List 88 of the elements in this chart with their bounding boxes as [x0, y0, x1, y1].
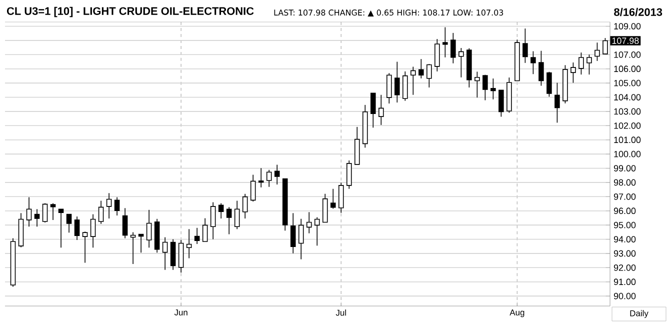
candlestick — [210, 202, 216, 240]
y-tick-label: 92.00 — [614, 264, 636, 271]
candlestick — [578, 52, 584, 75]
candlestick — [322, 193, 328, 223]
candlestick — [274, 164, 280, 185]
candlestick — [266, 169, 272, 188]
chart-title: CL U3=1 [10] - LIGHT CRUDE OIL-ELECTRONIC — [6, 6, 254, 18]
candlestick — [330, 188, 336, 210]
y-tick-label: 100.00 — [614, 150, 641, 158]
y-tick-label: 101.00 — [614, 136, 641, 144]
candlestick — [338, 182, 344, 214]
x-tick-label: Jul — [336, 310, 346, 316]
candlestick — [290, 212, 296, 254]
candlestick — [66, 214, 72, 233]
y-tick-label: 97.00 — [614, 193, 636, 200]
candlestick — [202, 218, 208, 242]
candlestick — [170, 238, 176, 270]
candlestick — [82, 231, 88, 264]
candlestick — [498, 90, 504, 118]
candlestick — [434, 38, 440, 72]
candlestick — [410, 66, 416, 96]
candlestick — [306, 212, 312, 234]
y-tick-label: 99.00 — [614, 165, 636, 172]
candlestick — [442, 26, 448, 58]
annotation: 107.98 — [612, 38, 639, 44]
candlestick — [570, 62, 576, 84]
candlestick — [226, 206, 232, 235]
candlestick — [386, 72, 392, 104]
y-tick-label: 90.00 — [614, 292, 636, 300]
candlestick — [258, 168, 264, 188]
candlestick — [394, 61, 400, 103]
candlestick — [426, 64, 432, 88]
candlestick — [586, 54, 592, 75]
candlestick — [242, 193, 248, 219]
candlestick — [594, 42, 600, 62]
candlestick — [370, 92, 376, 128]
candlestick — [530, 50, 536, 75]
candlestick — [218, 202, 224, 219]
y-tick-label: 106.00 — [614, 66, 641, 72]
candlestick — [250, 174, 256, 202]
candlestick — [194, 228, 200, 244]
candlestick — [474, 71, 480, 98]
candlestick — [34, 208, 40, 228]
candlestick — [74, 216, 80, 240]
candlestick — [458, 48, 464, 78]
candlestick — [98, 200, 104, 224]
y-tick-label: 98.00 — [614, 179, 636, 186]
y-tick-label: 109.00 — [614, 23, 641, 30]
candlestick — [538, 50, 544, 86]
candlestick — [234, 200, 240, 230]
y-tick-label: 103.00 — [614, 108, 641, 115]
y-tick-label: 94.00 — [614, 236, 636, 242]
y-tick-label: 102.00 — [614, 122, 641, 129]
candlestick — [146, 209, 152, 248]
candlestick — [162, 236, 168, 270]
candlestick — [122, 208, 128, 239]
candlestick — [402, 71, 408, 102]
x-tick-label: Jun — [174, 310, 188, 316]
y-tick-label: 107.00 — [614, 51, 641, 58]
candlestick — [418, 58, 424, 79]
y-tick-label: 95.00 — [614, 222, 636, 228]
x-tick-label: Aug — [510, 310, 524, 318]
candlestick — [482, 74, 488, 101]
candlestick — [522, 28, 528, 64]
candlestick — [186, 228, 192, 259]
candlestick — [114, 196, 120, 216]
candlestick — [26, 196, 32, 228]
candlestick — [490, 78, 496, 100]
candlestick — [554, 82, 560, 124]
text: Daily — [630, 310, 648, 318]
candlestick — [42, 202, 48, 223]
candlestick — [50, 202, 56, 220]
candlestick — [58, 208, 64, 248]
candlestick — [106, 192, 112, 219]
candlestick — [298, 218, 304, 260]
candlestick — [378, 94, 384, 126]
candlestick — [90, 214, 96, 248]
candlestick — [602, 38, 608, 55]
y-tick-label: 91.00 — [614, 278, 636, 286]
text: 8/16/2013 — [614, 8, 662, 16]
y-tick-label: 105.00 — [614, 80, 641, 86]
y-tick-label: 96.00 — [614, 208, 636, 214]
candlestick — [314, 216, 320, 246]
y-tick-label: 93.00 — [614, 250, 636, 257]
candlestick — [450, 32, 456, 64]
y-tick-label: 104.00 — [614, 94, 641, 100]
candlestick — [346, 160, 352, 190]
candlestick — [546, 71, 552, 98]
